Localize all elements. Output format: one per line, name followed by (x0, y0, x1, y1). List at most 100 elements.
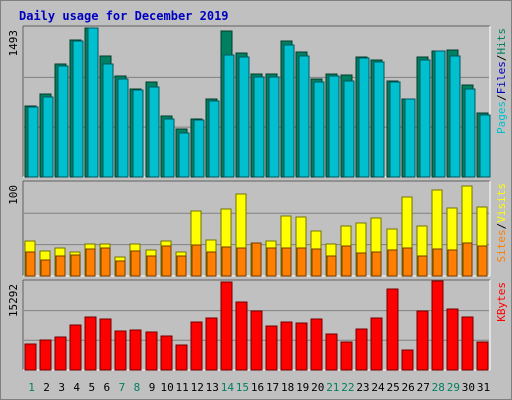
bar-kbytes-day-24 (370, 317, 383, 371)
panel-traffic-label-part: / (495, 94, 508, 101)
bar-sites-day-23 (356, 252, 367, 277)
bar-kbytes-day-9 (145, 331, 158, 371)
bar-sites-day-3 (55, 255, 66, 277)
bar-kbytes-day-18 (280, 321, 293, 371)
bar-kbytes-day-28 (431, 280, 444, 371)
x-tick-label-day-21: 21 (326, 381, 339, 394)
x-tick-label-day-13: 13 (206, 381, 219, 394)
bar-pages-day-27 (419, 59, 431, 178)
bar-pages-day-23 (358, 57, 370, 178)
x-tick-label-day-14: 14 (221, 381, 235, 394)
bar-pages-day-20 (313, 81, 325, 178)
x-tick-label-day-9: 9 (149, 381, 156, 394)
bar-pages-day-21 (328, 75, 340, 178)
bar-sites-day-15 (236, 247, 247, 277)
bar-sites-day-8 (130, 250, 141, 277)
bar-pages-day-4 (72, 40, 84, 178)
bar-sites-day-12 (191, 244, 202, 277)
x-tick-label-day-17: 17 (266, 381, 279, 394)
x-tick-label-day-4: 4 (73, 381, 80, 394)
x-tick-label-day-11: 11 (176, 381, 189, 394)
bar-pages-day-31 (479, 114, 491, 178)
x-tick-label-day-7: 7 (119, 381, 126, 394)
x-tick-label-day-15: 15 (236, 381, 249, 394)
bar-kbytes-day-5 (84, 316, 97, 371)
bar-pages-day-25 (389, 81, 401, 178)
bar-pages-day-9 (148, 86, 160, 178)
panel-visits-label-part: / (495, 223, 508, 230)
bar-kbytes-day-23 (355, 328, 368, 371)
panel-traffic-label-part: Files (495, 61, 508, 94)
bar-sites-day-13 (206, 251, 217, 277)
bar-kbytes-day-13 (205, 317, 218, 371)
bar-pages-day-15 (238, 56, 250, 178)
bar-pages-day-5 (87, 27, 99, 178)
x-tick-label-day-23: 23 (356, 381, 369, 394)
x-tick-label-day-12: 12 (191, 381, 204, 394)
x-tick-label-day-1: 1 (28, 381, 35, 394)
bar-sites-day-14 (221, 246, 232, 277)
bar-sites-day-5 (85, 248, 96, 277)
bar-sites-day-4 (70, 254, 81, 277)
bar-sites-day-17 (266, 247, 277, 277)
bar-kbytes-day-31 (476, 341, 489, 371)
panel-kbytes-ymax-label: 15292 (7, 284, 20, 317)
x-tick-label-day-27: 27 (417, 381, 430, 394)
x-tick-label-day-22: 22 (341, 381, 354, 394)
bar-kbytes-day-6 (99, 318, 112, 371)
bar-sites-day-21 (326, 255, 337, 277)
bar-sites-day-26 (402, 247, 413, 277)
bar-pages-day-10 (163, 118, 175, 178)
bar-sites-day-1 (25, 251, 36, 277)
panel-kbytes-series-label: KBytes (495, 282, 508, 322)
bar-pages-day-24 (373, 61, 385, 178)
bar-pages-day-6 (102, 63, 114, 178)
x-tick-label-day-20: 20 (311, 381, 324, 394)
panel-visits-ymax-label: 100 (7, 185, 20, 205)
bar-sites-day-25 (387, 249, 398, 277)
bar-kbytes-day-10 (160, 335, 173, 371)
bar-kbytes-day-7 (114, 330, 127, 371)
x-tick-label-day-18: 18 (281, 381, 294, 394)
x-tick-label-day-19: 19 (296, 381, 309, 394)
panel-traffic-label-part: Hits (495, 28, 508, 55)
bar-kbytes-day-25 (386, 288, 399, 371)
bar-pages-day-8 (132, 89, 144, 178)
bar-sites-day-20 (311, 248, 322, 277)
x-tick-label-day-6: 6 (104, 381, 111, 394)
bar-kbytes-day-27 (416, 310, 429, 371)
x-tick-label-day-26: 26 (402, 381, 415, 394)
x-tick-label-day-24: 24 (371, 381, 385, 394)
bar-pages-day-2 (42, 96, 54, 178)
bar-kbytes-day-16 (250, 310, 263, 371)
bar-pages-day-28 (434, 50, 446, 178)
bar-pages-day-12 (193, 119, 205, 178)
bar-pages-day-16 (253, 76, 265, 178)
bar-sites-day-28 (432, 248, 443, 277)
bar-kbytes-day-21 (325, 333, 338, 371)
panel-visits-series-label: Sites/Visits (495, 183, 508, 263)
bar-sites-day-2 (40, 259, 51, 277)
bar-sites-day-7 (115, 260, 126, 277)
bar-sites-day-11 (176, 255, 187, 277)
bar-kbytes-day-30 (461, 316, 474, 371)
x-tick-label-day-10: 10 (160, 381, 173, 394)
bar-kbytes-day-19 (295, 322, 308, 371)
panel-visits-label-part: Sites (495, 229, 508, 262)
bar-pages-day-17 (268, 76, 280, 178)
bar-pages-day-22 (343, 80, 355, 178)
bar-kbytes-day-22 (340, 341, 353, 371)
chart-title: Daily usage for December 2019 (19, 9, 229, 23)
bar-sites-day-29 (447, 249, 458, 277)
x-tick-label-day-16: 16 (251, 381, 264, 394)
bar-kbytes-day-29 (446, 308, 459, 371)
x-tick-label-day-25: 25 (386, 381, 399, 394)
x-tick-label-day-30: 30 (462, 381, 475, 394)
bar-sites-day-31 (477, 245, 488, 277)
bar-pages-day-30 (464, 88, 476, 178)
bar-kbytes-day-20 (310, 318, 323, 371)
bar-kbytes-day-2 (39, 339, 52, 371)
bar-pages-day-19 (298, 55, 310, 178)
x-tick-label-day-28: 28 (432, 381, 445, 394)
